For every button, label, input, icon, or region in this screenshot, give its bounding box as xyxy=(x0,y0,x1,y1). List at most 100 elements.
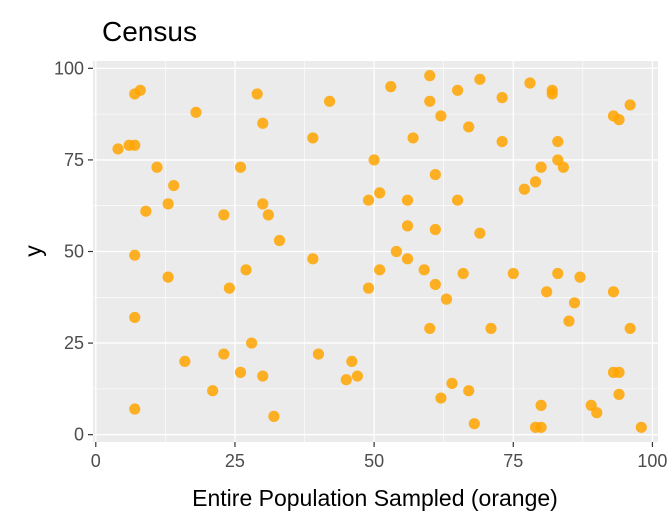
data-point xyxy=(246,337,258,349)
data-point xyxy=(429,223,441,236)
data-point xyxy=(429,168,441,181)
data-point xyxy=(435,392,447,404)
data-point xyxy=(251,88,263,100)
data-point xyxy=(613,388,625,400)
y-axis-ticks: 0 25 50 75 100 xyxy=(54,58,93,445)
x-tick-label: 25 xyxy=(225,451,245,471)
data-point xyxy=(546,88,558,100)
data-point xyxy=(496,92,508,104)
data-point xyxy=(307,253,319,265)
data-point xyxy=(218,348,230,360)
x-axis-ticks: 0 25 50 75 100 xyxy=(91,442,667,471)
data-point xyxy=(474,73,486,85)
data-point xyxy=(346,355,358,368)
data-point xyxy=(518,183,531,195)
data-point xyxy=(468,418,480,430)
data-point xyxy=(162,198,174,210)
data-point xyxy=(613,114,625,126)
data-point xyxy=(129,249,141,261)
data-point xyxy=(452,194,464,206)
data-point xyxy=(312,348,325,360)
data-point xyxy=(362,194,375,206)
data-point xyxy=(307,132,319,144)
data-point xyxy=(234,366,247,378)
data-point xyxy=(607,286,620,298)
data-point xyxy=(529,176,542,188)
data-point xyxy=(463,385,475,397)
data-point xyxy=(374,264,386,276)
data-point xyxy=(273,234,286,247)
data-point xyxy=(635,421,647,433)
x-tick-label: 50 xyxy=(364,451,384,471)
data-point xyxy=(613,366,625,378)
data-point xyxy=(424,322,436,335)
data-point xyxy=(207,385,219,397)
data-point xyxy=(424,95,436,107)
y-tick-label: 25 xyxy=(64,333,84,353)
data-point xyxy=(485,322,497,335)
data-point xyxy=(541,286,553,298)
data-point xyxy=(591,407,603,419)
data-point xyxy=(385,81,397,93)
data-point xyxy=(624,322,636,335)
data-point xyxy=(362,282,375,294)
data-point xyxy=(401,220,414,232)
data-point xyxy=(223,282,235,294)
data-point xyxy=(351,370,364,382)
y-axis-title: y xyxy=(20,245,46,257)
data-point xyxy=(535,161,547,173)
data-point xyxy=(401,253,414,265)
x-tick-label: 75 xyxy=(503,451,523,471)
data-point xyxy=(624,99,636,111)
data-point xyxy=(407,132,419,144)
data-point xyxy=(190,106,202,118)
data-point xyxy=(535,399,547,411)
data-point xyxy=(390,245,402,258)
data-point xyxy=(474,227,486,239)
data-point xyxy=(218,209,230,221)
data-point xyxy=(496,135,508,148)
data-point xyxy=(424,70,436,82)
data-point xyxy=(151,161,163,173)
x-tick-label: 100 xyxy=(637,451,667,471)
y-tick-label: 0 xyxy=(74,425,84,445)
data-point xyxy=(574,271,586,283)
data-point xyxy=(340,374,352,386)
data-point xyxy=(401,194,414,206)
data-point xyxy=(457,267,469,280)
data-point xyxy=(440,293,453,305)
data-point xyxy=(563,315,575,327)
data-point xyxy=(557,161,569,173)
data-point xyxy=(323,95,336,107)
y-tick-label: 100 xyxy=(54,58,84,78)
data-point xyxy=(162,271,174,283)
data-point xyxy=(268,410,280,422)
data-point xyxy=(552,267,564,280)
data-point xyxy=(535,421,547,433)
data-point xyxy=(418,264,430,276)
y-tick-label: 75 xyxy=(64,150,84,170)
data-point xyxy=(568,297,581,309)
data-points xyxy=(112,70,647,433)
data-point xyxy=(552,135,564,148)
y-tick-label: 50 xyxy=(64,242,84,262)
chart-title: Census xyxy=(102,16,197,47)
data-point xyxy=(129,403,141,415)
data-point xyxy=(429,278,441,291)
data-point xyxy=(374,187,386,199)
data-point xyxy=(368,154,380,166)
data-point xyxy=(140,205,152,217)
data-point xyxy=(168,179,180,192)
data-point xyxy=(134,84,146,96)
data-point xyxy=(257,198,269,210)
x-axis-title: Entire Population Sampled (orange) xyxy=(192,485,558,511)
data-point xyxy=(463,121,475,133)
data-point xyxy=(257,117,269,129)
data-point xyxy=(129,139,141,151)
data-point xyxy=(112,143,124,155)
data-point xyxy=(262,209,274,221)
data-point xyxy=(452,84,464,96)
data-point xyxy=(179,355,191,368)
major-gridlines xyxy=(93,61,658,442)
data-point xyxy=(257,370,269,382)
